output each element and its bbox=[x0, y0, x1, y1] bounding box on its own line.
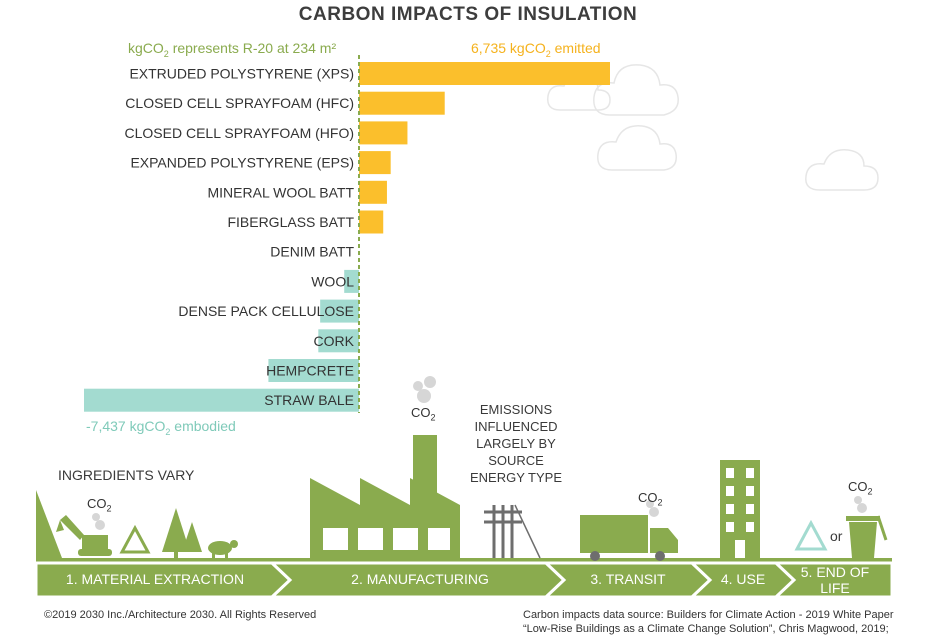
co2-main: CO bbox=[638, 490, 658, 505]
sheep-icon bbox=[208, 540, 238, 558]
category-label: DENSE PACK CELLULOSE bbox=[178, 303, 354, 319]
or-label: or bbox=[830, 528, 843, 544]
co2-sub: 2 bbox=[867, 486, 873, 497]
emissions-note-line: EMISSIONS bbox=[479, 402, 553, 417]
building-icon bbox=[720, 460, 760, 558]
category-label: STRAW BALE bbox=[264, 392, 354, 408]
stage-label-end-of-life: 5. END OF LIFE bbox=[800, 564, 870, 596]
emissions-note-line: INFLUENCED bbox=[474, 419, 558, 434]
bar bbox=[359, 210, 384, 234]
emitted-caption-post: emitted bbox=[550, 40, 601, 56]
embodied-caption-pre: -7,437 kgCO bbox=[86, 418, 166, 434]
bar bbox=[268, 359, 359, 382]
bar bbox=[359, 151, 391, 175]
bar bbox=[84, 388, 359, 412]
excavator-icon bbox=[56, 515, 112, 556]
stage-label-manufacturing: 2. MANUFACTURING bbox=[351, 571, 489, 587]
trash-bin-icon bbox=[846, 515, 888, 558]
category-label: FIBERGLASS BATT bbox=[227, 214, 354, 230]
category-label: EXTRUDED POLYSTYRENE (XPS) bbox=[129, 66, 354, 82]
bar bbox=[318, 329, 359, 353]
emissions-note-line: ENERGY TYPE bbox=[470, 470, 562, 485]
bar bbox=[359, 121, 408, 145]
bar bbox=[359, 62, 610, 85]
basis-caption-post: represents R-20 at 234 m² bbox=[168, 40, 337, 56]
smoke-icon bbox=[854, 496, 867, 513]
process-chevrons bbox=[34, 561, 894, 599]
category-label: CLOSED CELL SPRAYFOAM (HFO) bbox=[125, 125, 354, 141]
emitted-caption: 6,735 kgCO2 emitted bbox=[471, 40, 601, 59]
co2-label: CO2 bbox=[411, 405, 436, 423]
category-label: CORK bbox=[314, 333, 355, 349]
basis-caption: kgCO2 represents R-20 at 234 m² bbox=[128, 40, 336, 59]
cloud-icon bbox=[547, 64, 879, 191]
smoke-icon bbox=[413, 376, 436, 403]
bar bbox=[320, 299, 359, 323]
stage-label-use: 4. USE bbox=[720, 571, 766, 587]
category-label: CLOSED CELL SPRAYFOAM (HFC) bbox=[125, 95, 354, 111]
bars-group bbox=[84, 62, 610, 412]
smoke-icon bbox=[92, 513, 105, 530]
copyright-note: ©2019 2030 Inc./Architecture 2030. All R… bbox=[44, 609, 317, 621]
source-note-line2: “Low-Rise Buildings as a Climate Change … bbox=[523, 623, 889, 635]
category-label: HEMPCRETE bbox=[266, 363, 354, 379]
stage-label-extraction: 1. MATERIAL EXTRACTION bbox=[65, 571, 245, 587]
bar bbox=[359, 180, 387, 204]
category-label: WOOL bbox=[311, 273, 354, 289]
recycle-icon bbox=[794, 519, 828, 551]
mountain-shape bbox=[36, 490, 62, 558]
bar bbox=[359, 91, 445, 115]
ingredients-note: INGREDIENTS VARY bbox=[58, 467, 195, 483]
truck-icon bbox=[580, 515, 678, 561]
smoke-icon bbox=[646, 500, 659, 517]
embodied-caption-post: embodied bbox=[170, 418, 236, 434]
factory-icon bbox=[310, 435, 460, 558]
basis-caption-pre: kgCO bbox=[128, 40, 164, 56]
co2-main: CO bbox=[87, 496, 107, 511]
embodied-caption-sub: 2 bbox=[165, 426, 171, 437]
stage-label-transit: 3. TRANSIT bbox=[590, 571, 666, 587]
co2-sub: 2 bbox=[430, 412, 436, 423]
co2-sub: 2 bbox=[657, 497, 663, 508]
category-label: EXPANDED POLYSTYRENE (EPS) bbox=[130, 155, 354, 171]
category-label: DENIM BATT bbox=[270, 244, 354, 260]
source-note-line1: Carbon impacts data source: Builders for… bbox=[523, 609, 894, 621]
embodied-caption: -7,437 kgCO2 embodied bbox=[86, 418, 236, 437]
category-label: MINERAL WOOL BATT bbox=[208, 184, 355, 200]
category-labels: EXTRUDED POLYSTYRENE (XPS) CLOSED CELL SP… bbox=[125, 66, 355, 409]
ground-strip bbox=[36, 558, 892, 563]
emitted-caption-pre: 6,735 kgCO bbox=[471, 40, 546, 56]
co2-main: CO bbox=[411, 405, 431, 420]
co2-label: CO2 bbox=[848, 479, 873, 497]
emissions-note-line: SOURCE bbox=[488, 453, 544, 468]
co2-sub: 2 bbox=[106, 503, 112, 514]
basis-caption-sub: 2 bbox=[163, 48, 169, 59]
recycle-icon bbox=[119, 524, 151, 554]
bar bbox=[344, 269, 359, 293]
co2-main: CO bbox=[848, 479, 868, 494]
chart-title: CARBON IMPACTS OF INSULATION bbox=[298, 4, 638, 25]
co2-label: CO2 bbox=[638, 490, 663, 508]
emitted-caption-sub: 2 bbox=[545, 48, 551, 59]
tree-icon bbox=[162, 508, 202, 558]
power-pylon-icon bbox=[484, 504, 541, 559]
co2-label: CO2 bbox=[87, 496, 112, 514]
emissions-note: EMISSIONS INFLUENCED LARGELY BY SOURCE E… bbox=[466, 401, 566, 486]
emissions-note-line: LARGELY BY bbox=[476, 436, 556, 451]
